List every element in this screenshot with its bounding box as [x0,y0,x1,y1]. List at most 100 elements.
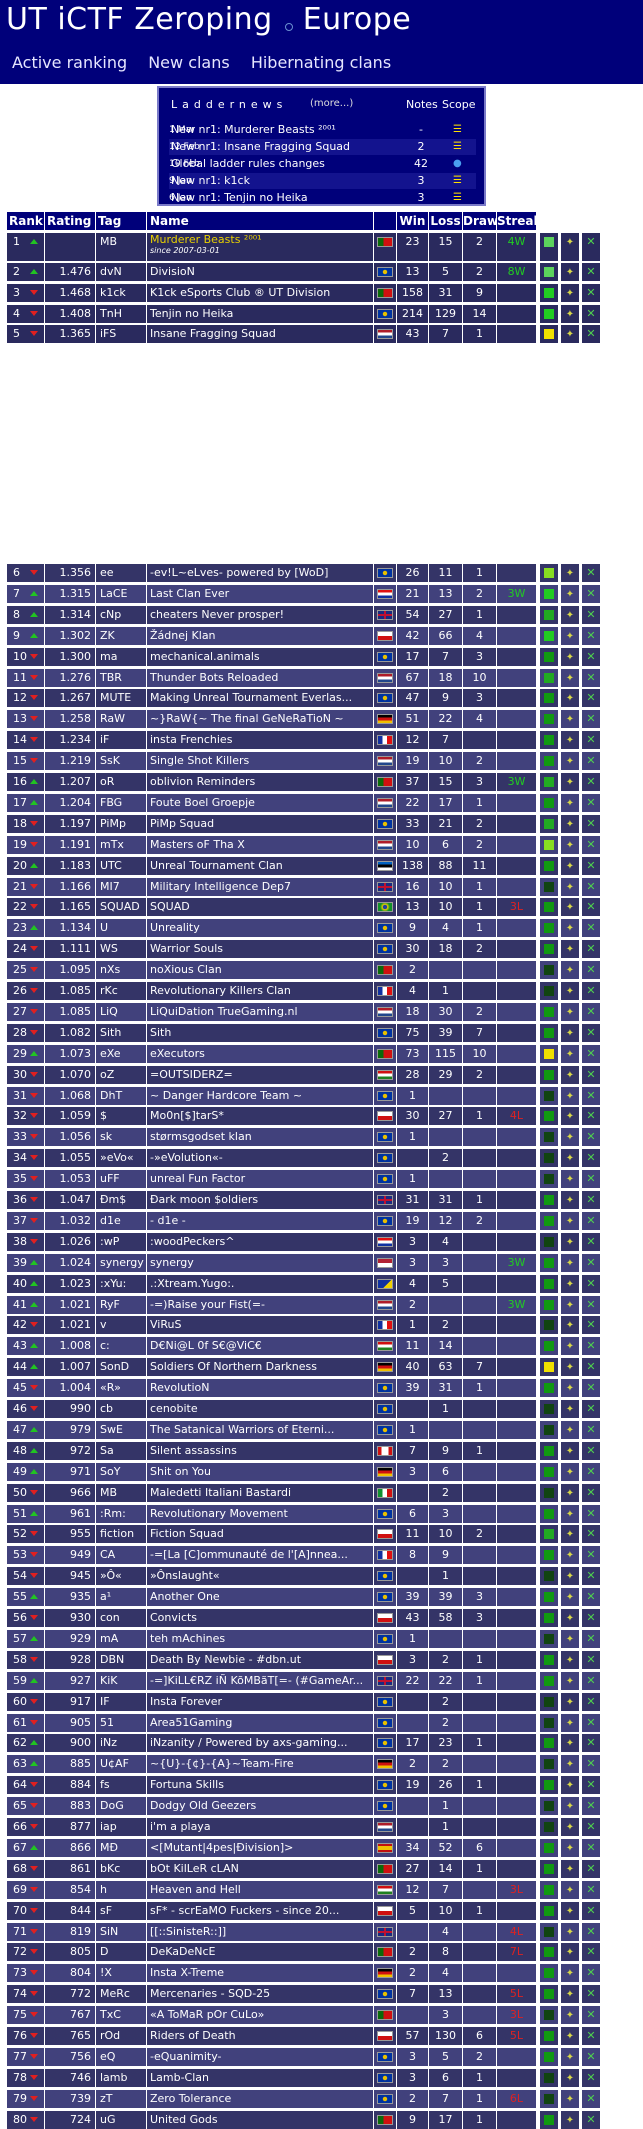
cross-swords-icon[interactable]: ✕ [586,1151,596,1165]
challenge-cell[interactable]: ✦ [561,940,579,959]
clan-name-link-text[interactable]: - d1e - [150,1213,186,1227]
clan-name-link-text[interactable]: Dodgy Old Geezers [150,1799,257,1813]
clan-name-link-text[interactable]: -ev!L~eLves- powered by [WoD] [150,566,329,579]
table-row[interactable]: 51 961:Rm: Revolutionary Movement 6 3 ✦ ✕ [7,1504,634,1523]
report-cell[interactable]: ✕ [582,626,600,645]
table-row[interactable]: 73 804 !X Insta X-Treme 2 4 ✦ ✕ [7,1964,634,1983]
cross-swords-icon[interactable]: ✕ [586,2049,596,2063]
report-cell[interactable]: ✕ [582,1943,600,1962]
challenge-cell[interactable]: ✦ [561,668,579,687]
challenge-icon[interactable]: ✦ [565,672,575,684]
cross-swords-icon[interactable]: ✕ [586,1569,596,1583]
cross-swords-icon[interactable]: ✕ [586,1422,596,1436]
challenge-icon[interactable]: ✦ [565,1320,575,1332]
challenge-icon[interactable]: ✦ [565,308,575,320]
challenge-icon[interactable]: ✦ [565,777,575,788]
report-cell[interactable]: ✕ [582,773,600,791]
col-draw[interactable]: Draw [463,212,496,230]
challenge-cell[interactable]: ✦ [561,898,579,917]
news-item[interactable]: New nr1: Insane Fragging Squad 12 Feb 2 ☰ [169,139,476,155]
challenge-cell[interactable]: ✦ [561,647,579,666]
report-cell[interactable]: ✕ [582,1358,600,1377]
cross-swords-icon[interactable]: ✕ [586,921,596,935]
table-row[interactable]: 77 756 eQ -eQuanimity- 3 5 2 ✦ ✕ [7,2047,634,2066]
col-loss[interactable]: Loss [429,212,462,230]
cross-swords-icon[interactable]: ✕ [586,670,596,684]
clan-name-link[interactable]: Insta X-Treme [147,1964,373,1983]
clan-name-link-text[interactable]: :woodPeckers^ [150,1234,235,1248]
clan-name-link[interactable]: Sith [147,1023,373,1042]
challenge-cell[interactable]: ✦ [561,1567,579,1586]
cross-swords-icon[interactable]: ✕ [586,691,596,705]
table-row[interactable]: 53 949 CA -=[La [C]ommunauté de l'[A]nnea..… [7,1546,634,1565]
cross-swords-icon[interactable]: ✕ [586,1067,596,1081]
table-row[interactable]: 52 955 fiction Fiction Squad 11 10 2 ✦ ✕ [7,1525,634,1544]
challenge-icon[interactable]: ✦ [565,1006,575,1018]
table-row[interactable]: 14 1.234 iF insta Frenchies 12 7 ✦ ✕ [7,731,634,750]
report-cell[interactable]: ✕ [582,2006,600,2025]
cross-swords-icon[interactable]: ✕ [586,586,596,600]
cross-swords-icon[interactable]: ✕ [586,879,596,893]
challenge-icon[interactable]: ✦ [565,1111,575,1123]
table-row[interactable]: 48 972 Sa Silent assassins 7 9 1 ✦ ✕ [7,1441,634,1460]
cross-swords-icon[interactable]: ✕ [586,942,596,956]
clan-name-link[interactable]: Area51Gaming [147,1713,373,1732]
challenge-cell[interactable]: ✦ [561,1002,579,1021]
clan-name-link-text[interactable]: The Satanical Warriors of Eterni... [150,1422,335,1436]
clan-name-link-text[interactable]: ~ Danger Hardcore Team ~ [150,1088,303,1102]
challenge-cell[interactable]: ✦ [561,1211,579,1230]
clan-name-link[interactable]: Mo0n[$]tarS* [147,1107,373,1126]
table-row[interactable]: 66 877 iap i'm a playa 1 ✦ ✕ [7,1818,634,1836]
table-row[interactable]: 38 1.026:wP:woodPeckers^ 3 4 ✦ ✕ [7,1232,634,1251]
challenge-cell[interactable]: ✦ [561,304,579,323]
clan-name-link-text[interactable]: Single Shot Killers [150,754,250,768]
clan-name-link-text[interactable]: [[::SinisteR::]] [150,1924,227,1938]
challenge-icon[interactable]: ✦ [565,902,575,914]
cross-swords-icon[interactable]: ✕ [586,1820,596,1833]
challenge-cell[interactable]: ✦ [561,1776,579,1795]
report-cell[interactable]: ✕ [582,263,600,281]
clan-name-link-text[interactable]: K1ck eSports Club ® UT Division [150,285,331,299]
clan-name-link[interactable]: mechanical.animals [147,647,373,666]
challenge-icon[interactable]: ✦ [565,1801,575,1813]
cross-swords-icon[interactable]: ✕ [586,1234,596,1248]
col-tag[interactable]: Tag [96,212,146,230]
cross-swords-icon[interactable]: ✕ [586,285,596,299]
clan-name-link-text[interactable]: teh mAchines [150,1631,226,1645]
clan-name-link-text[interactable]: Lamb-Clan [150,2070,209,2084]
table-row[interactable]: 23 1.134 U Unreality 9 4 1 ✦ ✕ [7,919,634,938]
clan-name-link[interactable]: <[Mutant|4pes|Ðivision]> [147,1838,373,1857]
clan-name-link[interactable]: Unreal Tournament Clan [147,856,373,875]
table-row[interactable]: 9 1.302 ZK Žádnej Klan 42 66 4 ✦ ✕ [7,626,634,645]
challenge-icon[interactable]: ✦ [565,1863,575,1875]
report-cell[interactable]: ✕ [582,877,600,896]
challenge-cell[interactable]: ✦ [561,1107,579,1126]
table-row[interactable]: 54 945 »Ô« »Ônslaught« 1 ✦ ✕ [7,1567,634,1586]
challenge-icon[interactable]: ✦ [565,588,575,600]
challenge-icon[interactable]: ✦ [565,860,575,872]
challenge-cell[interactable]: ✦ [561,263,579,281]
report-cell[interactable]: ✕ [582,1525,600,1544]
challenge-cell[interactable]: ✦ [561,233,579,261]
table-row[interactable]: 37 1.032 d1e - d1e -19 12 2 ✦ ✕ [7,1211,634,1230]
challenge-cell[interactable]: ✦ [561,1734,579,1753]
report-cell[interactable]: ✕ [582,856,600,875]
cross-swords-icon[interactable]: ✕ [586,2112,596,2126]
clan-name-link[interactable]: Maledetti Italiani Bastardi [147,1483,373,1502]
cross-swords-icon[interactable]: ✕ [586,1799,596,1813]
clan-name-link[interactable]: Insta Forever [147,1692,373,1711]
cross-swords-icon[interactable]: ✕ [586,1485,596,1499]
cross-swords-icon[interactable]: ✕ [586,963,596,977]
challenge-cell[interactable]: ✦ [561,564,579,582]
report-cell[interactable]: ✕ [582,1776,600,1795]
clan-name-link[interactable]: oblivion Reminders [147,773,373,791]
clan-name-link-text[interactable]: Insane Fragging Squad [150,327,276,341]
report-cell[interactable]: ✕ [582,689,600,708]
challenge-icon[interactable]: ✦ [565,1654,575,1666]
challenge-icon[interactable]: ✦ [565,2093,575,2105]
clan-name-link[interactable]: «A ToMaR pOr CuLo» [147,2006,373,2025]
challenge-icon[interactable]: ✦ [565,1571,575,1583]
clan-name-link[interactable]: Zero Tolerance [147,2089,373,2108]
clan-name-link-text[interactable]: ~{U}-{¢}-{A}~Team-Fire [150,1757,294,1771]
table-row[interactable]: 70 844 sF sF* - scrEaMO Fuckers - since 20.… [7,1901,634,1920]
